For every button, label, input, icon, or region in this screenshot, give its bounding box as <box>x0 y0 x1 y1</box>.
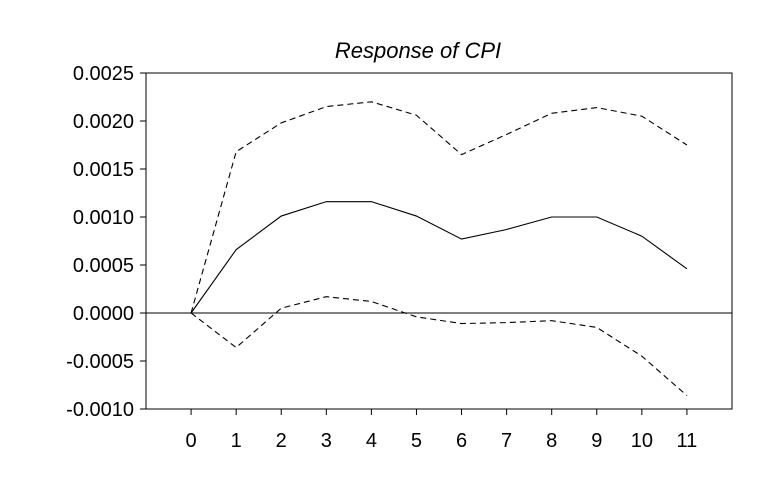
x-tick-label: 4 <box>366 430 377 452</box>
y-tick-label: 0.0005 <box>73 255 134 277</box>
y-tick-label: 0.0010 <box>73 207 134 229</box>
x-tick-label: 2 <box>276 430 287 452</box>
y-tick-label: -0.0010 <box>66 399 134 421</box>
series-layer <box>190 101 688 396</box>
chart-title: Response of CPI <box>335 38 501 63</box>
x-tick-label: 10 <box>631 430 653 452</box>
y-tick-label: 0.0020 <box>73 111 134 133</box>
y-tick-label: 0.0015 <box>73 159 134 181</box>
x-tick-label: 3 <box>321 430 332 452</box>
y-axis: 0.0025 0.0020 0.0015 0.0010 0.0005 0.0000 -0.0… <box>66 63 146 421</box>
x-tick-label: 11 <box>677 430 698 452</box>
x-axis: 0 1 2 3 4 5 6 7 8 9 10 11 <box>186 409 698 452</box>
y-tick-label: 0.0025 <box>73 63 134 85</box>
series-line-band-1 <box>190 101 688 314</box>
x-tick-label: 8 <box>546 430 557 452</box>
x-tick-label: 0 <box>186 430 197 452</box>
y-tick-label: 0.0000 <box>73 303 134 325</box>
x-tick-label: 7 <box>501 430 512 452</box>
x-tick-label: 9 <box>591 430 602 452</box>
x-tick-label: 6 <box>456 430 467 452</box>
x-tick-label: 1 <box>231 430 242 452</box>
x-tick-label: 5 <box>411 430 422 452</box>
plot-frame <box>145 72 733 410</box>
y-tick-label: -0.0005 <box>66 351 134 373</box>
series-line-band-2 <box>190 296 688 396</box>
series-line-response <box>190 201 688 314</box>
